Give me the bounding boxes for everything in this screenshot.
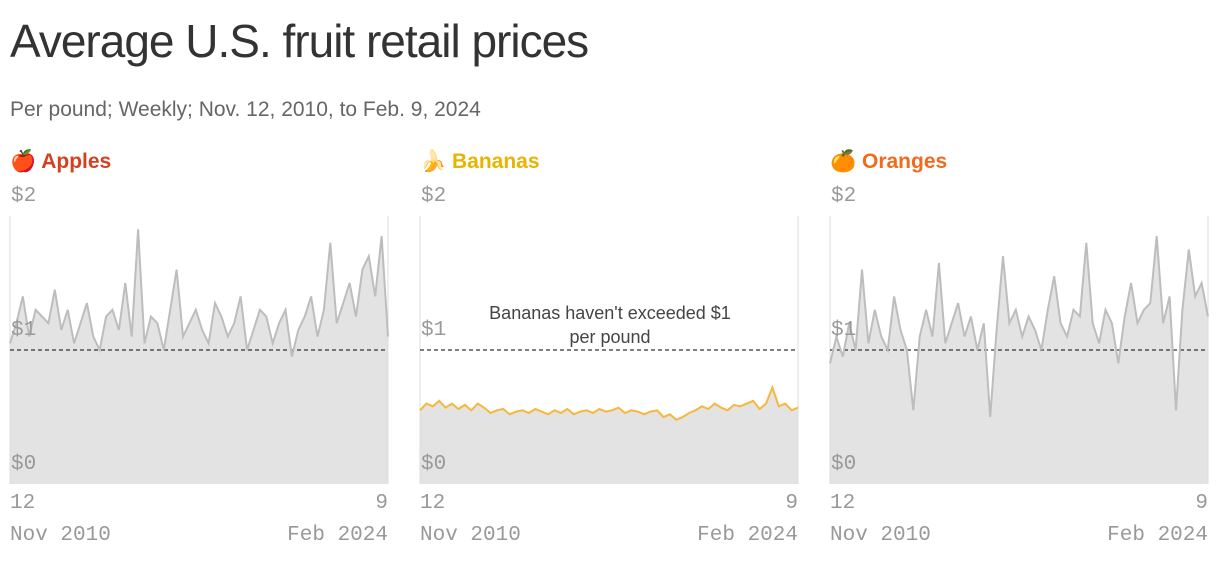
y-tick-label: $1 <box>831 319 857 342</box>
x-tick-label: 12 Nov 2010 <box>10 492 111 547</box>
y-tick-label: $1 <box>421 319 447 342</box>
panel-title: 🍎 Apples <box>10 150 112 173</box>
area <box>830 236 1208 484</box>
x-tick-label: 12 Nov 2010 <box>420 492 521 547</box>
y-tick-label: $1 <box>11 319 37 342</box>
y-tick-label: $2 <box>831 185 857 208</box>
area <box>420 387 798 484</box>
line <box>9 229 389 357</box>
x-tick-label: 9 Feb 2024 <box>287 492 388 547</box>
x-tick-label: 9 Feb 2024 <box>1107 492 1208 547</box>
page-title: Average U.S. fruit retail prices <box>10 15 589 67</box>
page-subtitle: Per pound; Weekly; Nov. 12, 2010, to Feb… <box>10 98 481 121</box>
x-tick-label: 9 Feb 2024 <box>697 492 798 547</box>
y-tick-label: $2 <box>11 185 37 208</box>
x-tick-label: 12 Nov 2010 <box>830 492 931 547</box>
y-tick-label: $2 <box>421 185 447 208</box>
area <box>10 229 388 484</box>
y-tick-label: $0 <box>831 453 857 476</box>
line <box>829 236 1209 418</box>
line <box>419 384 799 421</box>
y-tick-label: $0 <box>11 453 37 476</box>
panel-title: 🍊 Oranges <box>830 150 948 173</box>
annotation: Bananas haven't exceeded $1 per pound <box>489 303 731 347</box>
panel-title: 🍌 Bananas <box>420 150 540 173</box>
y-tick-label: $0 <box>421 453 447 476</box>
